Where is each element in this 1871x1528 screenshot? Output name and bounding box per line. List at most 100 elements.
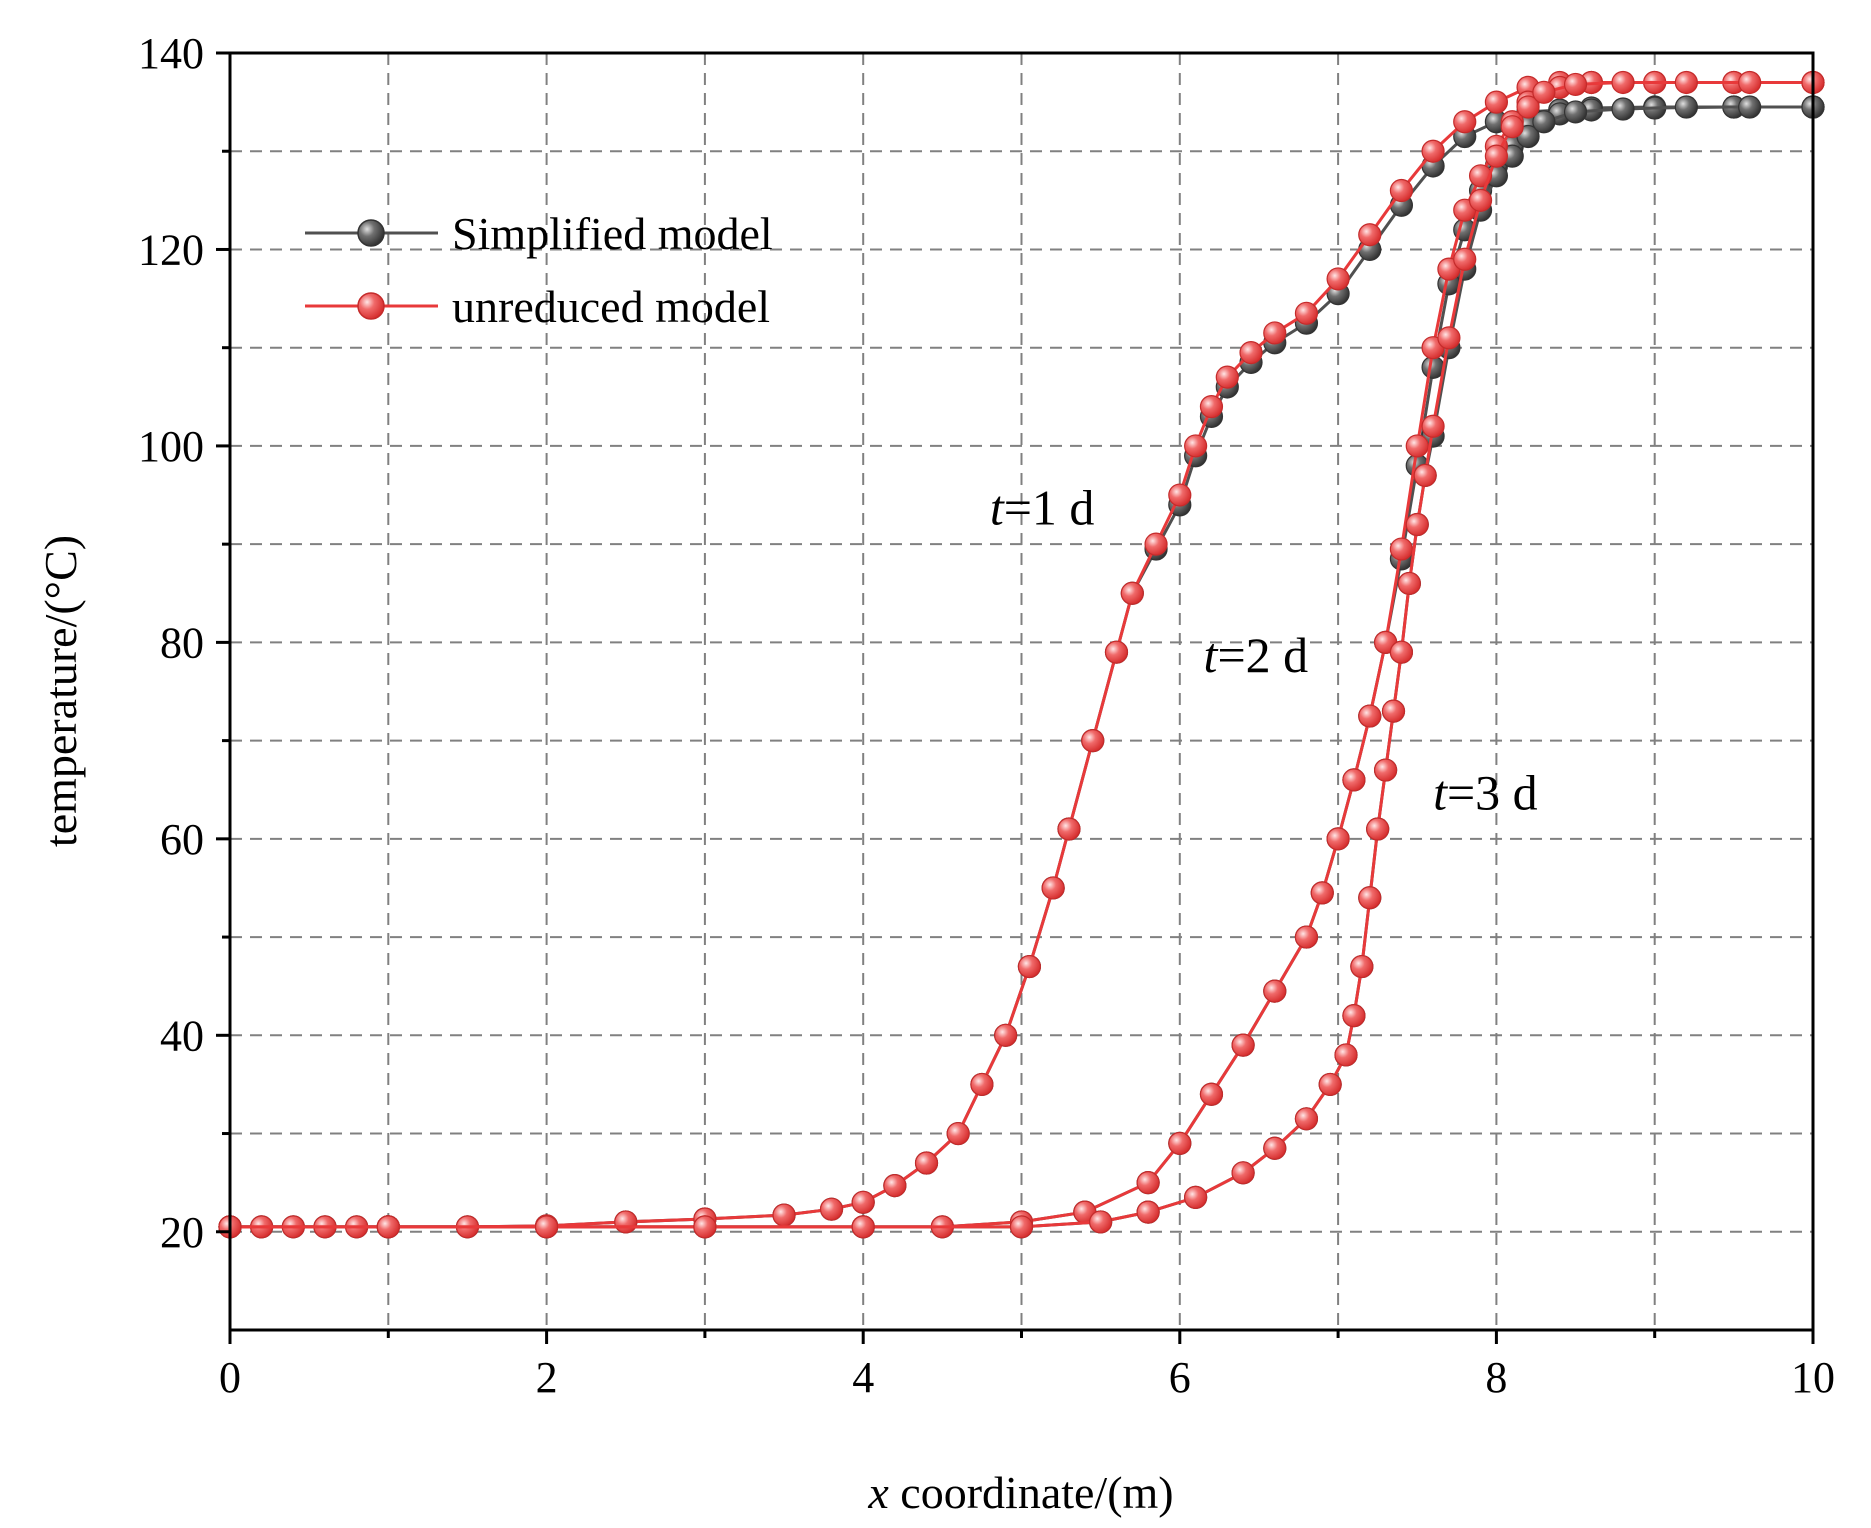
data-point — [1199, 1082, 1224, 1106]
data-point — [1500, 115, 1524, 139]
data-point — [1350, 954, 1374, 979]
data-point — [693, 1215, 717, 1239]
legend-marker-unreduced — [357, 292, 385, 320]
data-point — [1738, 70, 1762, 95]
data-point — [1318, 1072, 1342, 1097]
y-tick-label: 20 — [160, 1208, 204, 1257]
x-tick-label: 10 — [1791, 1353, 1835, 1402]
legend-marker-simplified — [357, 219, 385, 247]
data-point — [772, 1203, 796, 1227]
data-point — [1389, 178, 1414, 203]
data-point — [1239, 341, 1263, 365]
ticks-layer: 0 2 4 6 8 10 20 40 60 80 100 120 140 — [138, 29, 1835, 1402]
annotation-t1-text: =1 d — [1004, 480, 1095, 536]
x-tick-label: 4 — [852, 1353, 874, 1402]
data-point — [970, 1072, 994, 1097]
data-point — [1358, 704, 1382, 728]
data-point — [1532, 110, 1556, 134]
data-point — [1136, 1200, 1160, 1224]
legend-entry-unreduced: unreduced model — [305, 281, 770, 332]
data-point — [1263, 979, 1287, 1003]
data-point — [1199, 395, 1224, 419]
data-point — [1184, 434, 1208, 458]
data-point — [1231, 1033, 1255, 1057]
series-simplified-t3d — [218, 95, 1825, 1239]
data-point — [1310, 881, 1334, 905]
data-point — [1326, 827, 1350, 851]
data-point — [883, 1174, 907, 1198]
x-tick-label: 0 — [219, 1353, 241, 1402]
data-point — [1397, 571, 1421, 596]
data-point — [946, 1121, 970, 1146]
data-point — [1041, 876, 1065, 900]
data-point — [1611, 97, 1635, 121]
data-point — [1484, 144, 1509, 168]
data-point — [1017, 954, 1042, 979]
y-tick-label: 140 — [138, 29, 204, 78]
data-point — [851, 1215, 875, 1239]
legend-entry-simplified: Simplified model — [305, 208, 773, 259]
data-point — [1674, 95, 1698, 119]
annotation-t3-var: t — [1433, 764, 1448, 820]
data-point — [1516, 95, 1540, 119]
data-point — [1184, 1185, 1208, 1209]
data-point — [1358, 223, 1382, 247]
data-point — [1263, 1136, 1287, 1160]
data-point — [1611, 70, 1635, 95]
y-tick-label: 60 — [160, 815, 204, 864]
data-point — [1532, 80, 1556, 104]
data-point — [1009, 1215, 1034, 1239]
data-point — [534, 1215, 559, 1239]
data-point — [1136, 1171, 1160, 1195]
x-tick-label: 8 — [1485, 1353, 1507, 1402]
legend-label-unreduced: unreduced model — [452, 281, 770, 332]
y-tick-label: 120 — [138, 225, 204, 274]
data-point — [1120, 581, 1144, 605]
data-point — [1358, 886, 1382, 910]
data-point — [1081, 729, 1105, 753]
data-point — [1738, 95, 1762, 119]
x-axis-title-text: coordinate/(m) — [889, 1467, 1174, 1518]
data-point — [1389, 537, 1414, 561]
series-simplified-t2d — [218, 95, 1825, 1239]
data-point — [1263, 321, 1287, 345]
annotation-t1: t=1 d — [990, 480, 1095, 536]
series-layer — [218, 70, 1825, 1239]
grid-layer — [230, 53, 1813, 1330]
data-point — [914, 1151, 939, 1175]
data-point — [1421, 139, 1445, 163]
data-point — [1453, 110, 1477, 134]
data-point — [1413, 463, 1437, 487]
data-point — [1231, 1161, 1255, 1185]
data-point — [1381, 699, 1406, 723]
data-point — [851, 1190, 875, 1214]
data-point — [1468, 188, 1493, 212]
x-axis-variable: x — [867, 1467, 889, 1518]
annotation-t1-var: t — [990, 480, 1005, 536]
x-tick-label: 6 — [1169, 1353, 1191, 1402]
x-tick-label: 2 — [536, 1353, 558, 1402]
data-point — [1405, 434, 1429, 458]
series-unreduced-t3d — [218, 70, 1825, 1239]
annotation-t3: t=3 d — [1433, 764, 1538, 820]
data-point — [1373, 758, 1398, 782]
annotation-t2: t=2 d — [1204, 627, 1309, 683]
data-point — [1563, 72, 1588, 97]
data-point — [1168, 1131, 1192, 1155]
y-axis-title: temperature/(°C) — [35, 535, 86, 847]
data-point — [1389, 640, 1414, 664]
legend-label-simplified: Simplified model — [452, 208, 773, 259]
data-point — [1294, 1107, 1319, 1131]
data-point — [1168, 483, 1192, 507]
data-point — [1104, 640, 1129, 664]
data-point — [1674, 70, 1698, 95]
annotation-t2-text: =2 d — [1217, 627, 1308, 683]
data-point — [1437, 326, 1461, 350]
x-axis-title: x coordinate/(m) — [867, 1467, 1173, 1518]
data-point — [1453, 247, 1477, 271]
data-point — [1405, 512, 1429, 537]
data-point — [1366, 817, 1390, 841]
data-point — [376, 1215, 400, 1239]
data-point — [819, 1197, 844, 1221]
